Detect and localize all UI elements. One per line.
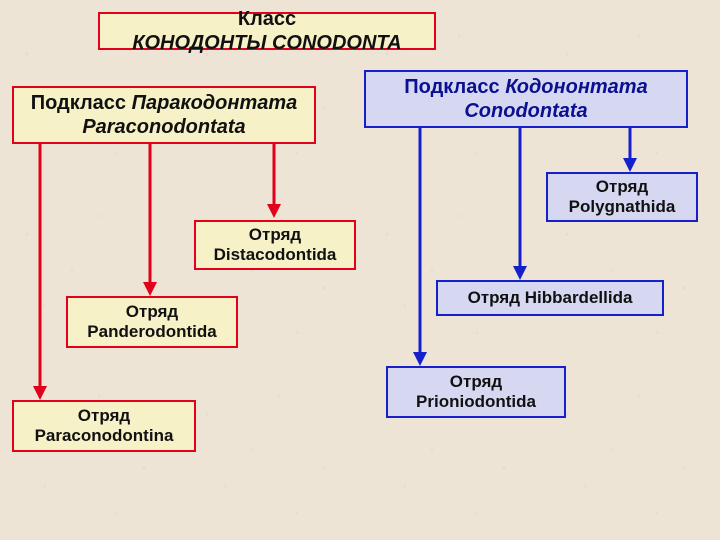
order-label-1: Отряд <box>78 406 130 426</box>
class-title-box: Класс КОНОДОНТЫ CONODONTA <box>98 12 436 50</box>
order-label-1: Отряд <box>249 225 301 245</box>
subclass-paraconodontata-box: Подкласс ПаракодонтатаParaconodontata <box>12 86 316 144</box>
order-label-2: Polygnathida <box>569 197 676 217</box>
order-paraconodontina-box: ОтрядParaconodontina <box>12 400 196 452</box>
order-label-1: Отряд <box>596 177 648 197</box>
order-label-2: Distacodontida <box>214 245 337 265</box>
subclass-conodontata-box: Подкласс КодононтатаConodontata <box>364 70 688 128</box>
subclass-line1: Подкласс Паракодонтата <box>31 91 298 115</box>
order-hibbardellida-box: Отряд Hibbardellida <box>436 280 664 316</box>
order-polygnathida-box: ОтрядPolygnathida <box>546 172 698 222</box>
order-label-2: Paraconodontina <box>35 426 174 446</box>
order-distacodontida-box: ОтрядDistacodontida <box>194 220 356 270</box>
subclass-line2: Conodontata <box>464 99 587 123</box>
subclass-line2: Paraconodontata <box>82 115 245 139</box>
title-latin: КОНОДОНТЫ CONODONTA <box>132 31 401 55</box>
order-panderodontida-box: ОтрядPanderodontida <box>66 296 238 348</box>
order-label-1: Отряд <box>126 302 178 322</box>
title-prefix: Класс <box>238 7 296 31</box>
order-label: Отряд Hibbardellida <box>468 288 633 308</box>
order-label-2: Prioniodontida <box>416 392 536 412</box>
order-label-1: Отряд <box>450 372 502 392</box>
order-label-2: Panderodontida <box>87 322 216 342</box>
order-prioniodontida-box: ОтрядPrioniodontida <box>386 366 566 418</box>
subclass-line1: Подкласс Кодононтата <box>404 75 647 99</box>
